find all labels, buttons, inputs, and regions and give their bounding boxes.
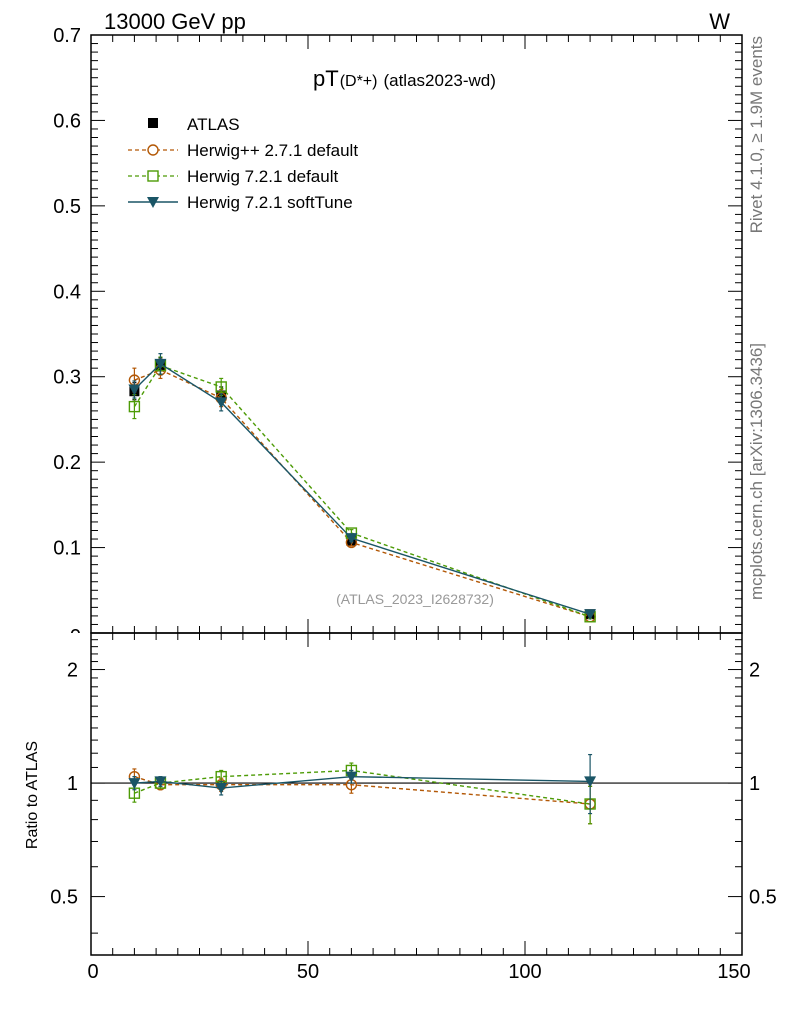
- ratio-y-axis-label: Ratio to ATLAS: [24, 741, 41, 849]
- main-ytick-label: 0.7: [53, 25, 81, 47]
- data-point-softtune: [345, 771, 358, 783]
- ratio-y-tick-labels: 0.5 1 2 0.5 1 2: [50, 660, 777, 909]
- energy-label: 13000 GeV pp: [104, 9, 246, 34]
- ratio-series-layer: [128, 753, 597, 825]
- data-point-softtune: [128, 384, 141, 396]
- data-point-softtune: [215, 397, 228, 409]
- xtick-label: 50: [297, 961, 319, 983]
- ratio-ytick-label-left: 0.5: [50, 887, 78, 909]
- x-tick-labels: 0 50 100 150: [87, 961, 750, 983]
- mcplots-label: mcplots.cern.ch [arXiv:1306.3436]: [747, 343, 766, 600]
- series-atlas: [129, 357, 596, 620]
- plot-title: pT(D*+) (atlas2023-wd): [313, 66, 496, 91]
- data-point-softtune: [584, 776, 597, 788]
- series-softtune: [128, 753, 597, 815]
- data-point-herwig721: [128, 400, 141, 413]
- main-ytick-label: 0.1: [53, 538, 81, 560]
- ratio-ytick-label-right: 1: [749, 773, 760, 795]
- data-point-softtune: [345, 533, 358, 545]
- series-herwigpp: [128, 360, 596, 623]
- plot-title-sub: (D*+): [340, 73, 378, 90]
- legend-label-herwig721: Herwig 7.2.1 default: [187, 167, 338, 186]
- ratio-ytick-label-right: 0.5: [749, 887, 777, 909]
- legend-label-atlas: ATLAS: [187, 115, 240, 134]
- main-ytick-label: 0.6: [53, 110, 81, 132]
- ratio-panel-frame: [90, 632, 743, 956]
- ratio-ytick-label-right: 2: [749, 660, 760, 682]
- plot-title-main: pT: [313, 66, 339, 91]
- series-line-herwig721: [133, 364, 591, 618]
- legend-label-softtune: Herwig 7.2.1 softTune: [187, 193, 353, 212]
- legend-marker-softtune: [147, 197, 159, 208]
- ratio-ytick-label-left: 2: [67, 660, 78, 682]
- ratio-ytick-label-left: 1: [67, 773, 78, 795]
- main-y-tick-labels: 0.1 0.2 0.3 0.4 0.5 0.6 0.7: [53, 25, 81, 560]
- data-point-softtune: [154, 358, 167, 370]
- main-ytick-zero: 0: [70, 626, 81, 648]
- main-series-layer: [128, 353, 597, 623]
- data-point-softtune: [584, 609, 597, 621]
- rivet-label: Rivet 4.1.0, ≥ 1.9M events: [747, 36, 766, 233]
- series-softtune: [128, 353, 597, 621]
- legend-label-herwigpp: Herwig++ 2.7.1 default: [187, 141, 358, 160]
- main-ytick-label: 0.5: [53, 196, 81, 218]
- series-line-softtune: [133, 363, 591, 615]
- series-line-herwig721: [134, 769, 591, 805]
- data-point-softtune: [128, 778, 141, 790]
- analysis-watermark: (ATLAS_2023_I2628732): [336, 591, 494, 607]
- data-point-softtune: [154, 776, 167, 788]
- data-point-softtune: [215, 783, 228, 795]
- process-label: W: [709, 9, 730, 34]
- xtick-label: 100: [508, 961, 541, 983]
- xtick-label: 0: [87, 961, 98, 983]
- plot-title-tag: (atlas2023-wd): [383, 71, 495, 90]
- main-ytick-label: 0.2: [53, 452, 81, 474]
- main-ytick-label: 0.4: [53, 281, 81, 303]
- main-axis-ticks: [91, 34, 742, 633]
- data-point-herwig721: [215, 381, 227, 393]
- ratio-axis-ticks: [91, 633, 742, 955]
- series-line-herwigpp: [134, 369, 591, 618]
- main-ytick-label: 0.3: [53, 367, 81, 389]
- series-herwig721: [128, 356, 596, 623]
- series-herwig721: [128, 762, 596, 825]
- xtick-label: 150: [717, 961, 750, 983]
- legend-marker-atlas: [148, 118, 158, 128]
- legend-marker-herwig721: [147, 170, 159, 182]
- legend: ATLAS Herwig++ 2.7.1 default Herwig 7.2.…: [128, 115, 358, 212]
- legend-marker-herwigpp: [147, 144, 159, 156]
